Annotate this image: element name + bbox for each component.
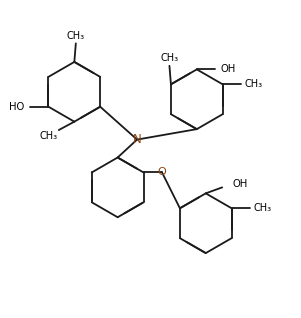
Text: CH₃: CH₃	[67, 31, 85, 41]
Text: OH: OH	[233, 179, 248, 190]
Text: N: N	[133, 133, 141, 146]
Text: CH₃: CH₃	[40, 131, 58, 141]
Text: CH₃: CH₃	[160, 53, 178, 63]
Text: O: O	[158, 168, 166, 177]
Text: CH₃: CH₃	[254, 203, 272, 213]
Text: CH₃: CH₃	[245, 79, 263, 89]
Text: OH: OH	[221, 64, 236, 74]
Text: HO: HO	[9, 102, 25, 112]
